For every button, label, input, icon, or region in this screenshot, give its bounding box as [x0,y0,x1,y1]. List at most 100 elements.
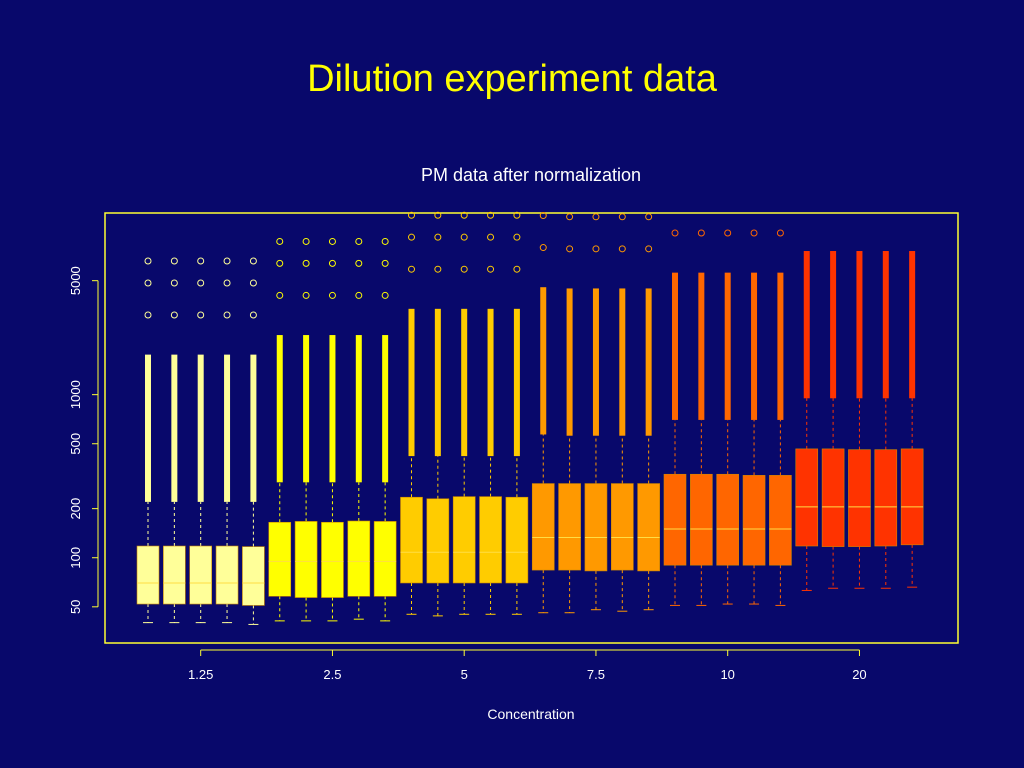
outlier-point [460,211,468,219]
outlier-column [408,308,415,457]
outlier-column [145,354,151,502]
outlier-point [487,211,495,219]
outlier-point [328,237,336,245]
outlier-point [302,291,310,299]
outlier-point [355,259,363,267]
outlier-point [355,237,363,245]
outlier-column [355,335,362,483]
outlier-point [460,265,468,273]
outlier-point [618,245,626,253]
outlier-point [223,257,231,265]
box [558,483,581,571]
outlier-column [619,288,626,436]
box [373,521,397,597]
outlier-point [302,259,310,267]
outlier-column [803,251,810,399]
outlier-column [830,251,837,399]
outlier-point [170,257,178,265]
outlier-column [698,272,705,420]
outlier-point [276,291,284,299]
outlier-point [144,311,152,319]
outlier-column [303,335,310,483]
outlier-point [566,245,574,253]
outlier-column [250,354,257,502]
outlier-point [249,279,257,287]
outlier-column [461,308,468,457]
outlier-point [408,233,415,241]
outlier-point [592,245,600,253]
outlier-point [197,279,205,287]
outlier-column [856,251,863,399]
outlier-point [645,213,653,221]
box [136,545,160,605]
outlier-point [434,211,442,219]
box [400,496,423,584]
outlier-point [144,279,152,287]
outlier-point [249,311,257,319]
outlier-column [724,272,731,420]
outlier-point [566,213,574,221]
box [215,545,239,605]
outlier-point [750,229,758,237]
box [452,496,476,584]
outlier-point [513,233,521,241]
outlier-point [144,257,152,265]
x-tick-label: 7.5 [587,667,605,682]
box [189,545,212,605]
outlier-point [592,213,600,221]
outlier-point [197,257,205,265]
box [742,475,766,566]
outlier-point [671,229,679,237]
outlier-point [170,311,178,319]
outlier-point [197,311,205,319]
box [347,520,371,597]
box [294,521,318,598]
y-tick-label: 100 [68,547,83,569]
outlier-point [328,259,336,267]
outlier-column [751,272,758,420]
outlier-point [645,245,653,253]
outlier-column [909,251,916,399]
outlier-column [224,354,231,502]
outlier-column [197,354,204,502]
box [848,449,871,547]
box [584,483,608,572]
outlier-point [170,279,178,287]
outlier-column [540,287,547,435]
box [663,473,687,566]
outlier-column [513,308,520,457]
outlier-point [776,229,784,237]
outlier-point [513,265,521,273]
x-tick-label: 2.5 [323,667,341,682]
outlier-point [302,237,310,245]
outlier-point [328,291,336,299]
outlier-point [724,229,732,237]
outlier-point [276,237,284,245]
outlier-point [408,265,415,273]
y-tick-label: 5000 [68,266,83,295]
outlier-point [355,291,363,299]
box [716,473,740,566]
outlier-column [487,308,494,457]
outlier-column [276,335,283,483]
slide-title: Dilution experiment data [307,58,717,100]
outlier-column [434,308,441,457]
box [505,496,529,584]
box [874,449,898,547]
box [769,475,792,566]
outlier-column [329,335,336,483]
y-tick-label: 50 [68,600,83,614]
outlier-point [381,237,389,245]
outlier-point [487,233,495,241]
outlier-point [223,311,231,319]
box [531,483,555,571]
outlier-column [882,251,889,399]
box [321,521,344,598]
x-tick-label: 10 [720,667,734,682]
chart-title: PM data after normalization [421,165,641,185]
outlier-point [460,233,468,241]
outlier-column [777,272,784,420]
box [795,448,819,547]
box [426,498,450,584]
outlier-column [592,288,599,436]
